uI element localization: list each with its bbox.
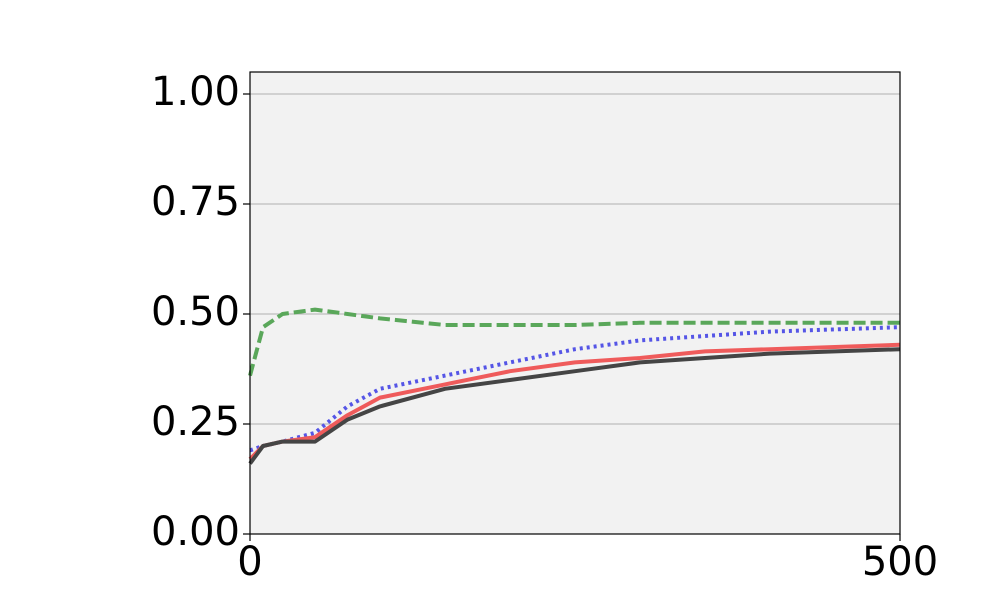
plot-background [250,72,900,534]
y-tick-label: 0.75 [151,179,240,225]
series-line [249,325,901,453]
y-tick-label: 1.00 [151,69,240,115]
series-line [248,347,901,465]
x-tick-label: 0 [237,539,262,585]
series-line [248,307,900,377]
y-tick-label: 0.25 [151,399,240,445]
y-tick-label: 0.50 [151,289,240,335]
x-tick-label: 500 [862,539,938,585]
y-tick-label: 0.00 [151,509,240,555]
plot-frame [249,71,901,535]
